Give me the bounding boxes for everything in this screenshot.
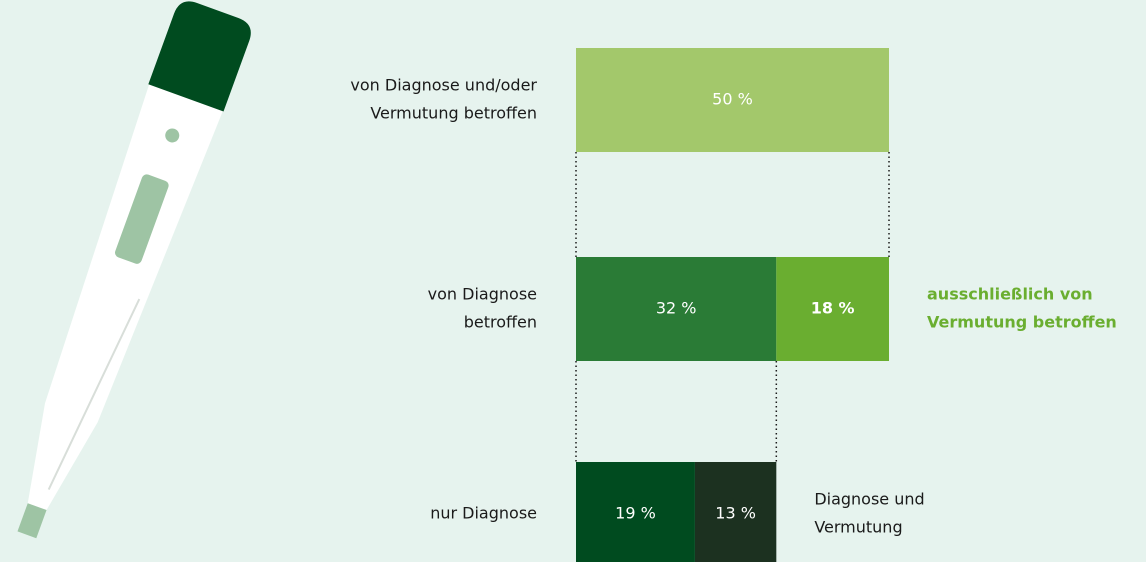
chart: von Diagnose und/oder Vermutung betroffen… [0,0,1146,562]
value-label: 18 % [811,299,855,318]
side-note: Vermutung betroffen [927,313,1117,332]
value-label: 13 % [715,504,756,523]
value-label: 19 % [615,504,656,523]
value-label: 50 % [712,90,753,109]
row-label: von Diagnose [428,285,537,304]
side-note: Vermutung [814,518,902,537]
row-label: nur Diagnose [430,504,537,523]
side-note: ausschließlich von [927,285,1093,304]
page: von Diagnose und/oder Vermutung betroffen… [0,0,1146,562]
row-label: betroffen [464,313,537,332]
side-note: Diagnose und [814,490,924,509]
row-label: von Diagnose und/oder [350,76,537,95]
row-label: Vermutung betroffen [370,104,537,123]
value-label: 32 % [656,299,697,318]
